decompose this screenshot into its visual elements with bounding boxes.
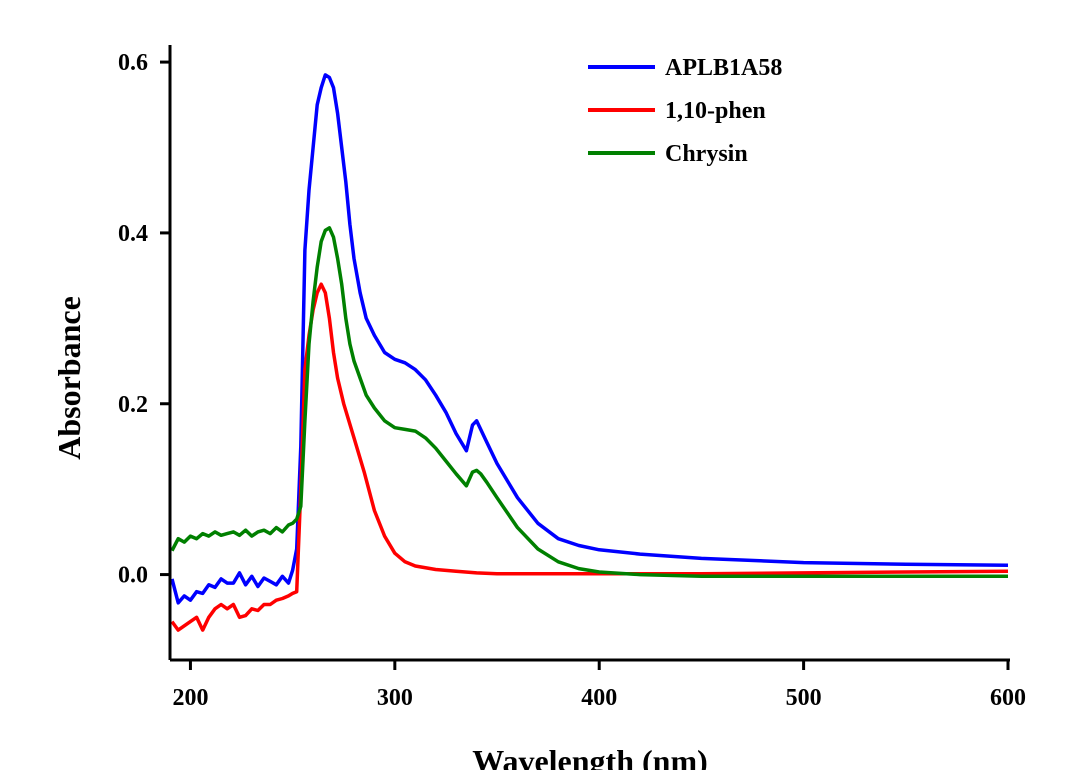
axes-layer: [168, 45, 1010, 662]
legend-label-0: APLB1A58: [665, 55, 782, 81]
x-axis-title: Wavelength (nm): [472, 743, 708, 770]
series-layer: [170, 73, 1009, 632]
x-tick-label: 500: [786, 685, 822, 711]
legend: APLB1A58 1,10-phen Chrysin: [588, 55, 782, 167]
x-tick-label: 300: [377, 685, 413, 711]
y-axis-title: Absorbance: [51, 296, 87, 460]
y-tick-label: 0.0: [118, 563, 148, 589]
y-tick-label: 0.2: [118, 392, 148, 418]
x-tick-label: 200: [172, 685, 208, 711]
series-line-0: [170, 73, 1009, 605]
series-line-1: [170, 282, 1009, 632]
y-tick-label: 0.4: [118, 221, 148, 247]
legend-label-1: 1,10-phen: [665, 98, 766, 124]
x-tick-label: 400: [581, 685, 617, 711]
x-tick-label: 600: [990, 685, 1026, 711]
series-line-2: [170, 226, 1008, 579]
y-tick-label: 0.6: [118, 50, 148, 76]
legend-label-2: Chrysin: [665, 141, 748, 167]
ticks-layer: 200 300 400 500 600 0.0 0.2 0.4 0.6: [118, 50, 1026, 711]
